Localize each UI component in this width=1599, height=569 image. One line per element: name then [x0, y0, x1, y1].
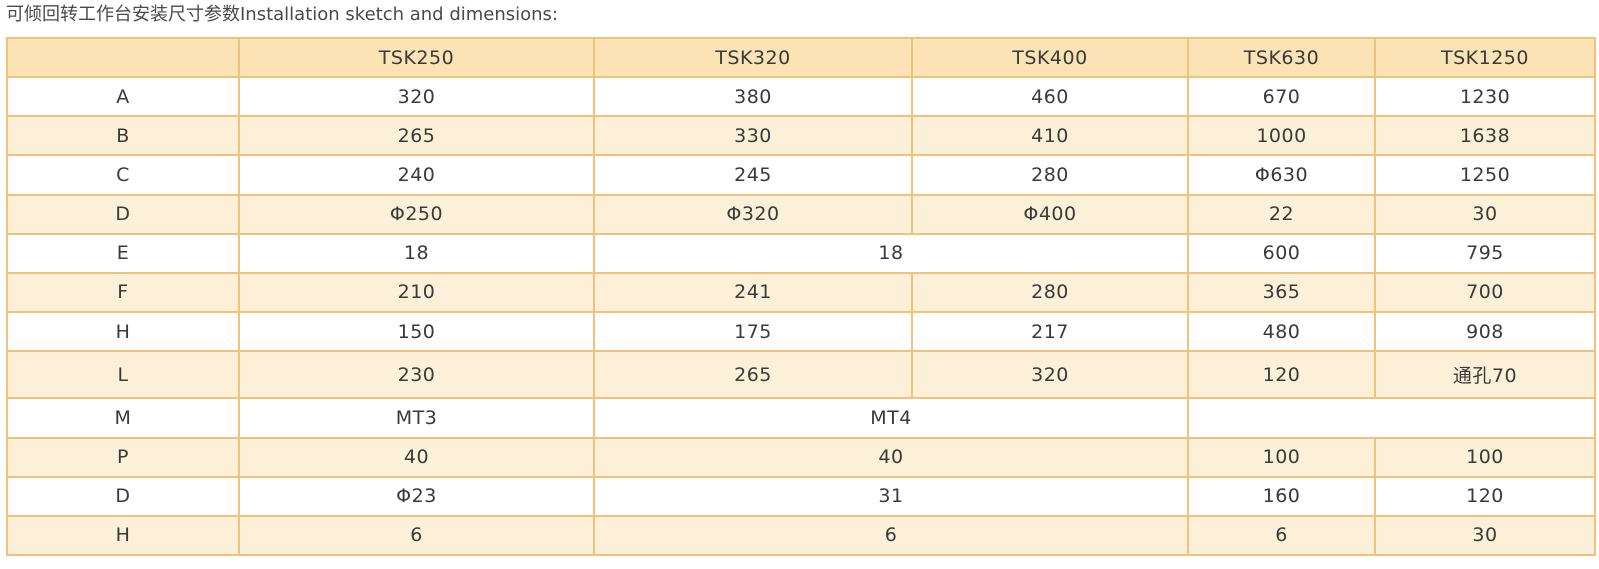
- table-cell-merged: MT4: [593, 397, 1189, 439]
- table-row: F 210 241 280 365 700: [6, 271, 1596, 313]
- row-label: A: [6, 76, 240, 118]
- row-label: H: [6, 514, 240, 557]
- table-cell: 40: [238, 436, 595, 478]
- table-cell: 1000: [1187, 115, 1376, 157]
- table-row: B 265 330 410 1000 1638: [6, 115, 1596, 157]
- table-row: A 320 380 460 670 1230: [6, 76, 1596, 118]
- table-cell: 320: [238, 76, 595, 118]
- table-cell: 1250: [1374, 154, 1596, 196]
- table-cell: 6: [238, 514, 595, 557]
- table-cell: 160: [1187, 475, 1376, 517]
- table-cell: 100: [1374, 436, 1596, 478]
- table-cell-merged: 40: [593, 436, 1189, 478]
- table-cell: 120: [1187, 350, 1376, 400]
- table-row: H 6 6 6 30: [6, 514, 1596, 557]
- table-cell: 18: [238, 232, 595, 274]
- table-cell-merged: [1187, 397, 1596, 439]
- table-cell: 265: [593, 350, 913, 400]
- table-header-row: TSK250 TSK320 TSK400 TSK630 TSK1250: [6, 36, 1596, 79]
- table-row: P 40 40 100 100: [6, 436, 1596, 478]
- table-cell: 245: [593, 154, 913, 196]
- dimensions-table: TSK250 TSK320 TSK400 TSK630 TSK1250 A 32…: [6, 36, 1596, 557]
- table-cell: 908: [1374, 310, 1596, 353]
- table-row: E 18 18 600 795: [6, 232, 1596, 274]
- table-cell: 670: [1187, 76, 1376, 118]
- table-cell-merged: 6: [593, 514, 1189, 557]
- table-cell: 22: [1187, 193, 1376, 235]
- table-cell: 330: [593, 115, 913, 157]
- row-label: P: [6, 436, 240, 478]
- table-cell: 600: [1187, 232, 1376, 274]
- row-label: E: [6, 232, 240, 274]
- table-cell: 通孔70: [1374, 350, 1596, 400]
- table-cell: 217: [911, 310, 1189, 353]
- table-cell: Φ250: [238, 193, 595, 235]
- header-tsk320: TSK320: [593, 36, 913, 79]
- table-row: C 240 245 280 Φ630 1250: [6, 154, 1596, 196]
- table-cell: 175: [593, 310, 913, 353]
- row-label: H: [6, 310, 240, 353]
- row-label: B: [6, 115, 240, 157]
- header-tsk1250: TSK1250: [1374, 36, 1596, 79]
- page-title: 可倾回转工作台安装尺寸参数Installation sketch and dim…: [6, 4, 559, 25]
- table-row: D Φ250 Φ320 Φ400 22 30: [6, 193, 1596, 235]
- table-cell: 150: [238, 310, 595, 353]
- header-tsk630: TSK630: [1187, 36, 1376, 79]
- table-cell-merged: 31: [593, 475, 1189, 517]
- table-cell: Φ23: [238, 475, 595, 517]
- table-cell: 280: [911, 154, 1189, 196]
- table-cell: 240: [238, 154, 595, 196]
- row-label: L: [6, 350, 240, 400]
- table-cell: 100: [1187, 436, 1376, 478]
- table-cell: Φ400: [911, 193, 1189, 235]
- row-label: D: [6, 475, 240, 517]
- table-cell: 241: [593, 271, 913, 313]
- table-cell: 120: [1374, 475, 1596, 517]
- row-label: F: [6, 271, 240, 313]
- table-cell: 460: [911, 76, 1189, 118]
- table-cell: 410: [911, 115, 1189, 157]
- table-cell: 30: [1374, 514, 1596, 557]
- table-row: D Φ23 31 160 120: [6, 475, 1596, 517]
- table-cell: 265: [238, 115, 595, 157]
- header-tsk400: TSK400: [911, 36, 1189, 79]
- table-cell: 210: [238, 271, 595, 313]
- table-cell: 700: [1374, 271, 1596, 313]
- table-row: L 230 265 320 120 通孔70: [6, 350, 1596, 400]
- header-corner: [6, 36, 240, 79]
- table-cell: Φ320: [593, 193, 913, 235]
- table-row: M MT3 MT4: [6, 397, 1596, 439]
- table-cell: 280: [911, 271, 1189, 313]
- table-cell-merged: 18: [593, 232, 1189, 274]
- table-cell: 1638: [1374, 115, 1596, 157]
- table-cell: 6: [1187, 514, 1376, 557]
- table-cell: 380: [593, 76, 913, 118]
- row-label: C: [6, 154, 240, 196]
- table-row: H 150 175 217 480 908: [6, 310, 1596, 353]
- table-cell: 230: [238, 350, 595, 400]
- table-cell: 795: [1374, 232, 1596, 274]
- row-label: D: [6, 193, 240, 235]
- row-label: M: [6, 397, 240, 439]
- table-cell: 365: [1187, 271, 1376, 313]
- table-cell: 1230: [1374, 76, 1596, 118]
- table-cell: 480: [1187, 310, 1376, 353]
- table-cell: 320: [911, 350, 1189, 400]
- header-tsk250: TSK250: [238, 36, 595, 79]
- table-cell: Φ630: [1187, 154, 1376, 196]
- table-cell: MT3: [238, 397, 595, 439]
- table-cell: 30: [1374, 193, 1596, 235]
